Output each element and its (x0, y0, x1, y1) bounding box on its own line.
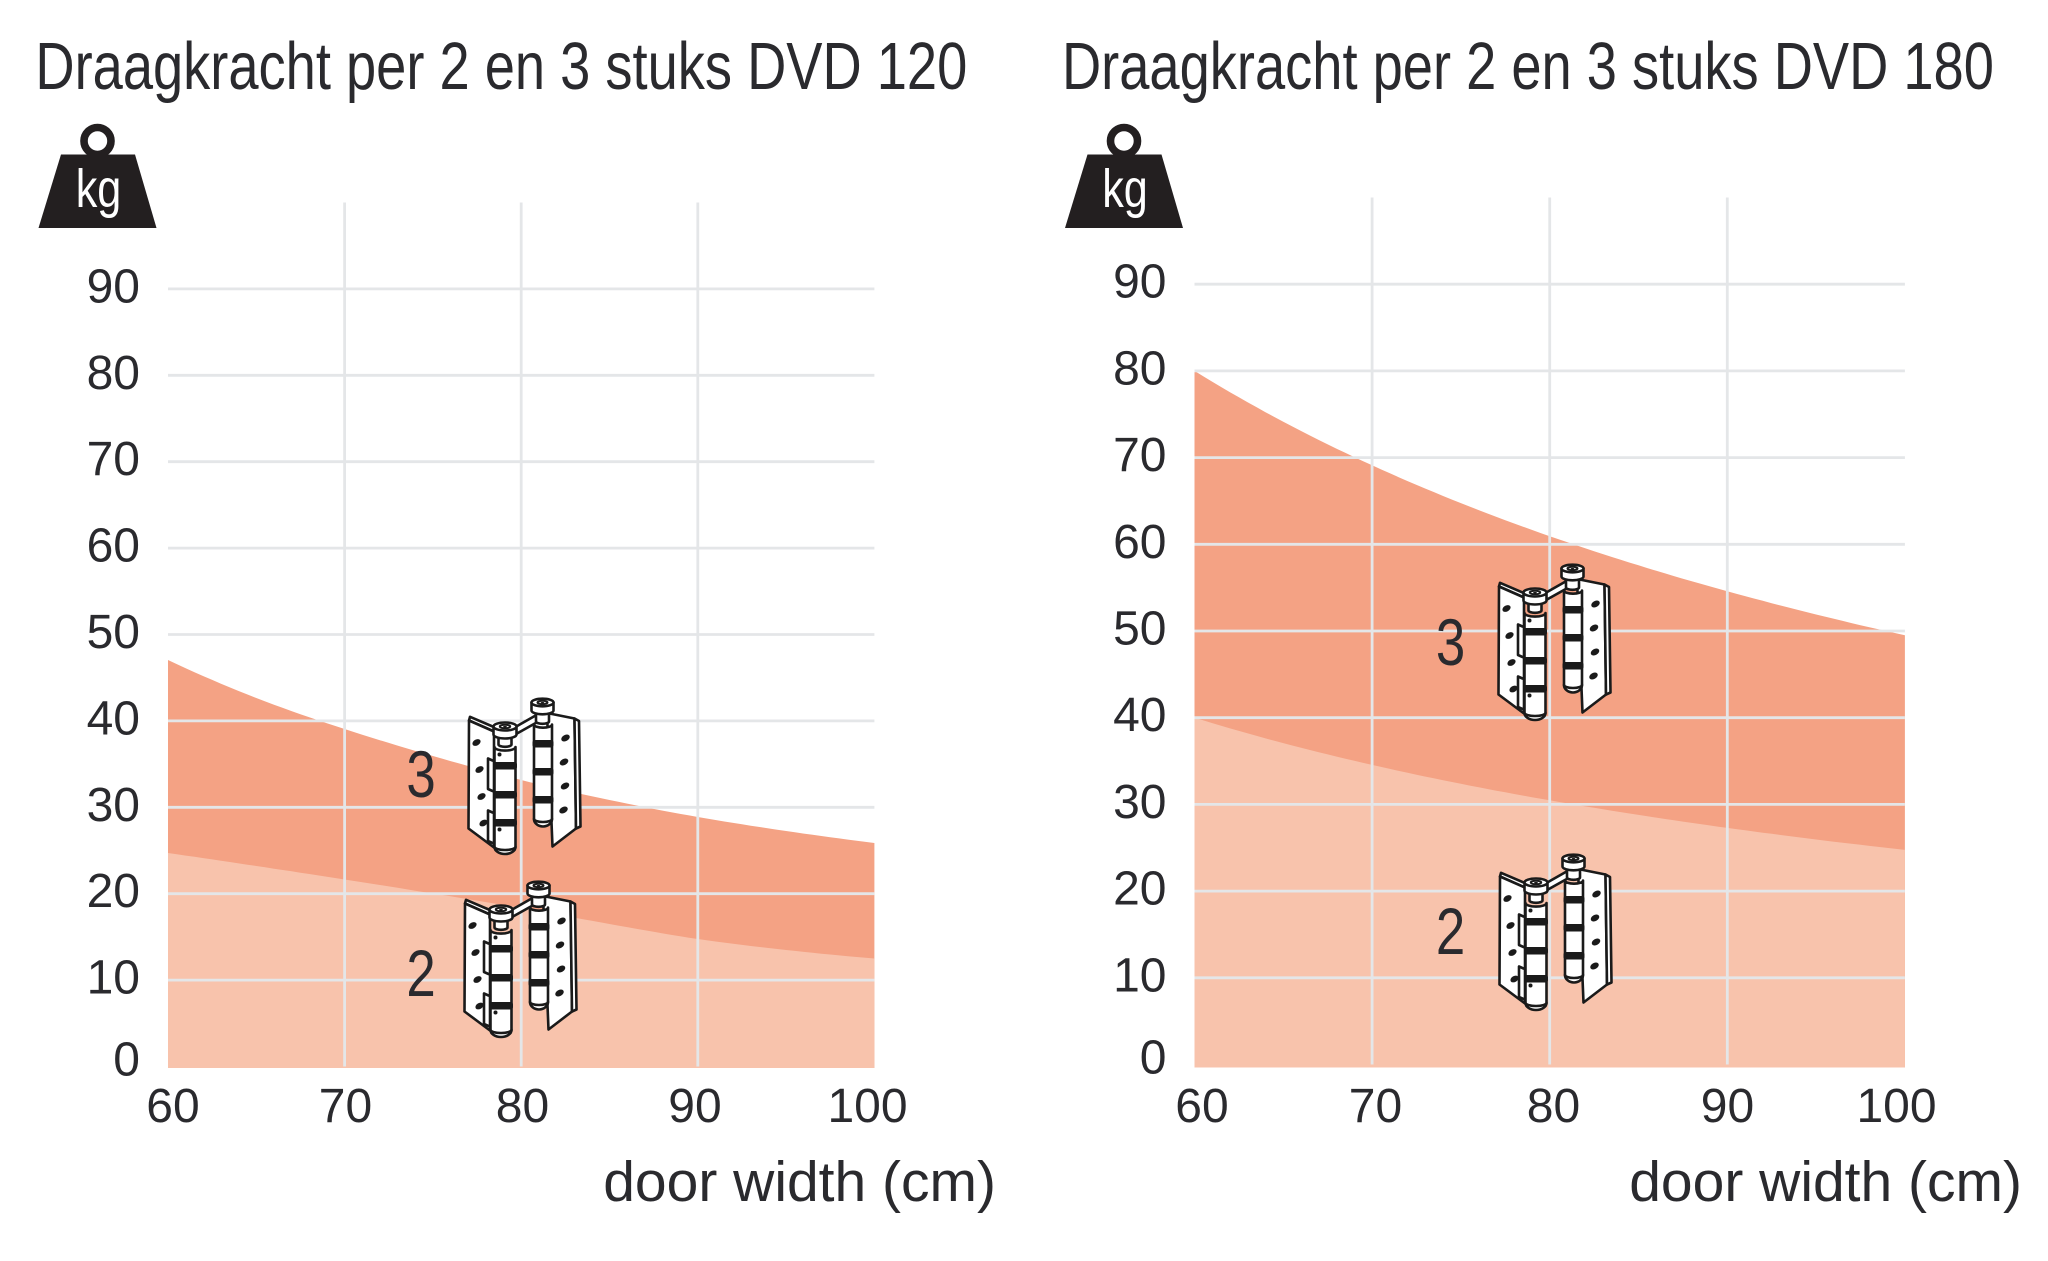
svg-text:60: 60 (1175, 1080, 1228, 1133)
svg-text:kg: kg (76, 160, 122, 220)
svg-text:60: 60 (87, 520, 140, 573)
svg-text:80: 80 (1527, 1080, 1580, 1133)
svg-text:40: 40 (1113, 689, 1166, 742)
svg-text:30: 30 (87, 779, 140, 832)
svg-text:100: 100 (827, 1080, 907, 1133)
svg-text:3: 3 (406, 737, 435, 811)
svg-text:10: 10 (1113, 949, 1166, 1002)
svg-text:10: 10 (87, 952, 140, 1005)
svg-text:80: 80 (496, 1080, 549, 1133)
svg-text:90: 90 (1113, 256, 1166, 309)
svg-text:30: 30 (1113, 776, 1166, 829)
svg-text:90: 90 (87, 260, 140, 313)
svg-text:70: 70 (1349, 1080, 1402, 1133)
svg-text:50: 50 (1113, 603, 1166, 656)
svg-text:door width (cm): door width (cm) (1629, 1150, 2022, 1214)
svg-text:90: 90 (668, 1080, 721, 1133)
svg-text:70: 70 (1113, 429, 1166, 482)
svg-text:50: 50 (87, 606, 140, 659)
svg-text:40: 40 (87, 692, 140, 745)
svg-text:Draagkracht per 2 en 3 stuks D: Draagkracht per 2 en 3 stuks DVD 180 (1062, 29, 1994, 104)
svg-text:100: 100 (1856, 1080, 1936, 1133)
svg-text:3: 3 (1436, 605, 1465, 679)
svg-text:Draagkracht per 2 en 3 stuks D: Draagkracht per 2 en 3 stuks DVD 120 (35, 29, 967, 104)
svg-text:20: 20 (87, 865, 140, 918)
svg-text:80: 80 (1113, 342, 1166, 395)
svg-text:60: 60 (1113, 516, 1166, 569)
svg-text:kg: kg (1102, 160, 1148, 220)
svg-text:90: 90 (1701, 1080, 1754, 1133)
svg-text:60: 60 (146, 1080, 199, 1133)
svg-text:70: 70 (319, 1080, 372, 1133)
svg-text:20: 20 (1113, 863, 1166, 916)
svg-text:70: 70 (87, 433, 140, 486)
svg-text:0: 0 (1140, 1032, 1167, 1085)
svg-text:2: 2 (406, 936, 435, 1010)
svg-text:0: 0 (113, 1034, 140, 1087)
svg-text:door width (cm): door width (cm) (603, 1150, 996, 1214)
svg-text:2: 2 (1436, 894, 1465, 968)
svg-text:80: 80 (87, 347, 140, 400)
